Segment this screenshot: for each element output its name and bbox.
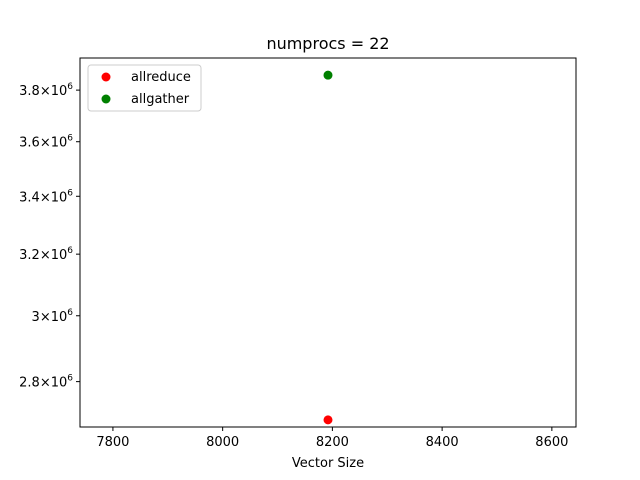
legend-label-allgather: allgather (131, 92, 190, 107)
x-tick-label: 8600 (535, 435, 568, 450)
legend: allreduce allgather (87, 64, 202, 112)
data-points (323, 70, 333, 425)
x-tick-label: 8200 (316, 435, 349, 450)
y-tick-label: 3.2×106 (19, 246, 73, 263)
x-tick-label: 7800 (96, 435, 129, 450)
y-tick-label: 3.6×106 (19, 134, 73, 151)
y-tick-label: 3×106 (32, 308, 74, 325)
plot-area-frame (79, 57, 577, 428)
point-allgather (323, 70, 333, 80)
legend-label-allreduce: allreduce (131, 70, 191, 85)
legend-marker-allgather (101, 94, 111, 104)
y-tick-label: 3.4×106 (19, 188, 73, 205)
point-allreduce (323, 415, 333, 425)
x-axis-label: Vector Size (292, 456, 364, 471)
x-tick-label: 8000 (206, 435, 239, 450)
chart-title: numprocs = 22 (266, 34, 389, 53)
x-tick-label: 8400 (426, 435, 459, 450)
y-axis-ticks: 2.8×106 3×106 3.2×106 3.4×106 3.6×106 3.8×106 (19, 82, 80, 391)
legend-marker-allreduce (101, 72, 111, 82)
y-tick-label: 2.8×106 (19, 374, 73, 391)
legend-box (87, 64, 202, 112)
y-tick-label: 3.8×106 (19, 82, 73, 99)
x-axis-ticks: 7800 8000 8200 8400 8600 (96, 427, 568, 450)
